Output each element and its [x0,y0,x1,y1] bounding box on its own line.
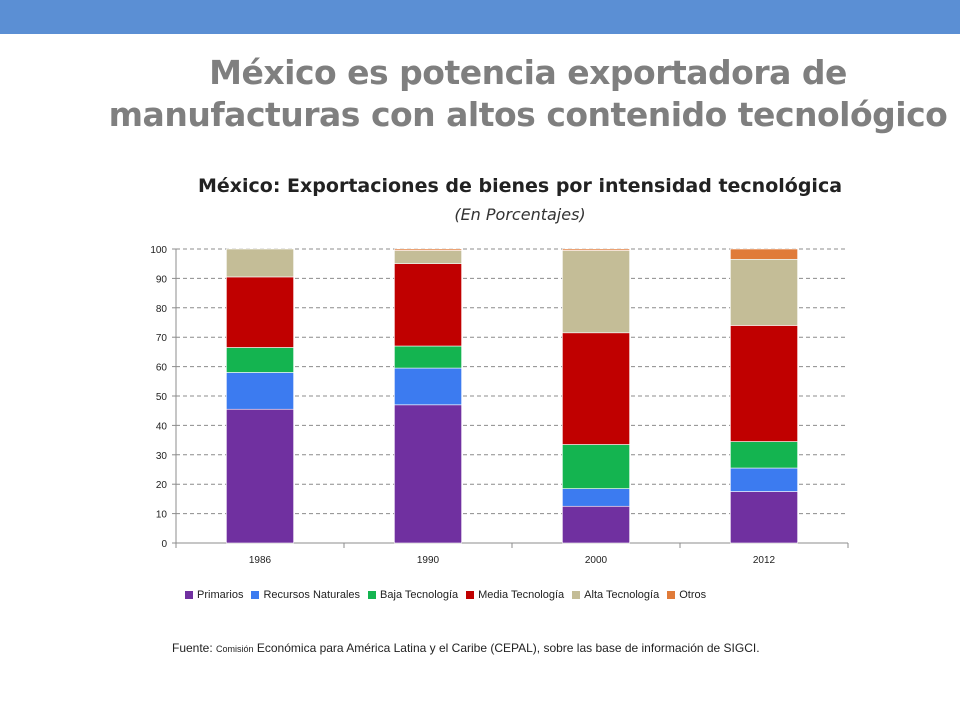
source-rest: Económica para América Latina y el Carib… [253,641,760,655]
legend-swatch [368,591,377,599]
bar-segment [394,367,462,406]
legend-swatch [667,591,676,599]
legend-label: Recursos Naturales [263,589,361,601]
legend-item: Alta Tecnología [572,589,659,601]
legend-swatch [251,591,260,599]
y-tick-label: 40 [156,421,168,432]
bar-segment [226,248,294,278]
bar-segment [226,408,294,544]
bar-segment [562,250,630,334]
source-prefix: Fuente: [172,641,217,655]
x-tick-label: 1986 [249,555,272,566]
slide-title-line-1: México es potencia exportadora de [209,53,847,92]
y-tick-label: 0 [161,539,167,550]
header-bar [0,0,960,34]
bar-segment [394,404,462,544]
legend-label: Primarios [197,589,244,601]
x-tick-label: 2000 [585,555,608,566]
slide-title: México es potencia exportadora de manufa… [0,52,960,136]
y-tick-label: 80 [156,304,168,315]
y-tick-label: 90 [156,274,168,285]
y-tick-label: 30 [156,451,168,462]
legend-label: Alta Tecnología [584,589,660,601]
y-tick-label: 20 [156,480,168,491]
bar-segment [730,248,798,260]
bar-segment [730,467,798,492]
slide-title-line-2: manufacturas con altos contenido tecnoló… [108,95,948,134]
chart-title: México: Exportaciones de bienes por inte… [197,175,843,197]
y-tick-label: 70 [156,333,168,344]
y-tick-label: 50 [156,392,168,403]
legend-item: Media Tecnología [466,589,564,601]
legend-label: Baja Tecnología [380,589,459,601]
bar-segment [562,505,630,544]
bar-segment [562,332,630,445]
legend-item: Otros [667,589,706,601]
bar-segment [730,325,798,442]
legend-item: Baja Tecnología [368,589,458,601]
bar-segment [562,488,630,507]
bar-segment [562,248,630,251]
chart-subtitle: (En Porcentajes) [454,205,586,224]
bar-segment [394,345,462,369]
x-tick-label: 2012 [753,555,776,566]
legend-swatch [572,591,581,599]
bar-segment [562,444,630,489]
x-tick-label: 1990 [417,555,440,566]
bar-segment [730,441,798,469]
y-tick-label: 100 [150,245,167,256]
bar-segment [730,258,798,326]
legend-swatch [466,591,475,599]
legend-label: Otros [679,589,707,601]
source-small: Comisión [216,644,254,654]
chart-legend: Primarios Recursos Naturales Baja Tecnolog… [185,588,714,602]
bar-segment [226,347,294,373]
legend-item: Recursos Naturales [251,589,360,601]
legend-swatch [185,591,193,599]
legend-label: Media Tecnología [478,589,565,601]
bar-segment [394,263,462,347]
y-tick-label: 10 [156,510,168,521]
bar-segment [226,372,294,410]
bar-segment [394,250,462,265]
source-note: Fuente: Comisión Económica para América … [172,641,760,655]
bar-segment [394,248,462,251]
bar-segment [226,276,294,348]
bar-segment [730,491,798,544]
y-tick-label: 60 [156,363,168,374]
legend-item: Primarios [185,589,243,601]
